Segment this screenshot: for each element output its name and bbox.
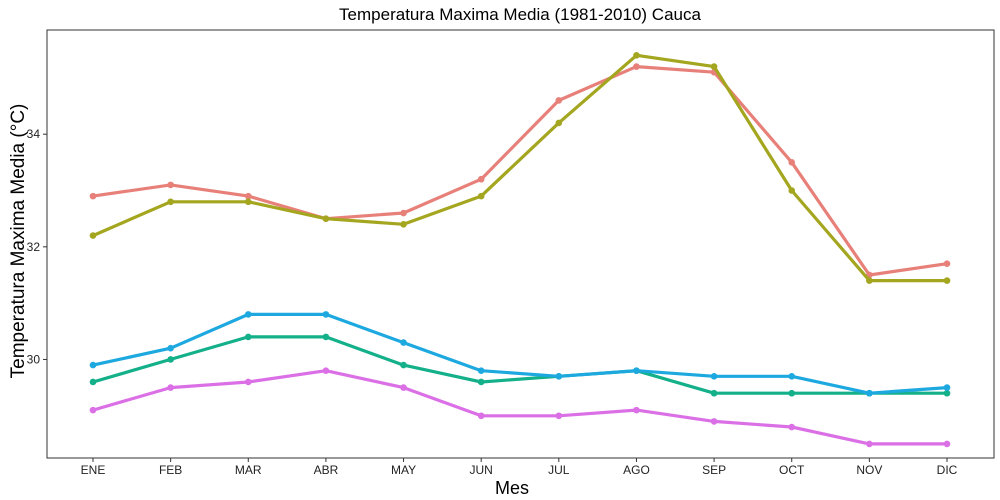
series-4-point xyxy=(943,384,951,391)
series-1-point xyxy=(788,159,796,166)
plot-panel-border xyxy=(46,29,995,459)
series-1-point xyxy=(244,192,252,200)
series-3-point xyxy=(710,389,718,397)
series-2-point xyxy=(167,198,174,206)
series-5-point xyxy=(555,412,563,420)
series-2-point xyxy=(400,220,407,228)
x-tick-label: OCT xyxy=(779,463,805,477)
series-2-point xyxy=(943,277,951,284)
series-5-point xyxy=(943,440,951,448)
series-2-point xyxy=(477,192,485,200)
series-5-point xyxy=(167,384,174,391)
series-2-point xyxy=(866,277,873,284)
series-line-4 xyxy=(91,312,949,395)
series-1-point xyxy=(943,260,951,268)
series-3-point xyxy=(400,361,407,369)
x-tick-label: MAR xyxy=(235,463,262,477)
x-tick-label: JUL xyxy=(548,463,570,477)
series-5-point xyxy=(322,367,330,375)
series-4-point xyxy=(477,367,485,375)
series-2-point xyxy=(555,119,563,127)
x-tick-label: AGO xyxy=(623,463,650,477)
series-3-point xyxy=(788,389,796,397)
series-4-point xyxy=(633,367,640,375)
series-1-point xyxy=(633,63,640,70)
series-1-point xyxy=(167,181,174,189)
series-4-point xyxy=(89,361,97,369)
series-line-1 xyxy=(91,64,949,277)
series-3-point xyxy=(322,333,330,341)
series-1-point xyxy=(555,97,563,104)
x-tick-label: JUN xyxy=(470,463,493,477)
series-2-point xyxy=(710,63,718,70)
series-5-point xyxy=(788,423,796,431)
series-5-point xyxy=(866,440,873,448)
series-4-point xyxy=(167,344,174,352)
series-2-point xyxy=(89,232,97,239)
series-4-point xyxy=(400,339,407,346)
series-5-point xyxy=(244,378,252,386)
series-2-point xyxy=(244,198,252,206)
series-1-point xyxy=(89,192,97,200)
x-tick-label: NOV xyxy=(856,463,882,477)
x-tick-label: ABR xyxy=(314,463,339,477)
plot-area: ENE FEB MAR ABR MAY JUN JUL AGO SEP OCT NOV DIC 30 32… xyxy=(27,29,995,477)
series-1-point xyxy=(477,175,485,183)
x-tick-label: DIC xyxy=(937,463,958,477)
series-4-point xyxy=(788,373,796,380)
series-3-point xyxy=(943,389,951,397)
series-3-point xyxy=(477,378,485,386)
series-line-5 xyxy=(91,369,949,446)
x-tick-label: SEP xyxy=(702,463,726,477)
x-axis-title: Mes xyxy=(495,478,529,498)
chart-title: Temperatura Maxima Media (1981-2010) Cau… xyxy=(339,5,701,24)
y-tick-label: 34 xyxy=(27,127,41,141)
series-5-point xyxy=(400,384,407,391)
series-5-point xyxy=(633,406,640,414)
x-tick-label: FEB xyxy=(159,463,182,477)
x-tick-label: ENE xyxy=(81,463,106,477)
series-4-point xyxy=(555,373,563,380)
series-4-point xyxy=(244,311,252,318)
series-3-point xyxy=(89,378,97,386)
series-2-point xyxy=(788,187,796,194)
y-axis-title: Temperatura Maxima Media (°C) xyxy=(8,104,29,379)
x-tick-label: MAY xyxy=(391,463,416,477)
series-3-point xyxy=(167,356,174,363)
series-line-3 xyxy=(91,335,949,395)
series-2-point xyxy=(322,215,330,222)
series-4-point xyxy=(322,311,330,318)
series-2-point xyxy=(633,52,640,59)
series-5-point xyxy=(710,418,718,425)
series-4-point xyxy=(866,389,873,397)
series-4-point xyxy=(710,373,718,380)
y-tick-label: 30 xyxy=(27,352,41,366)
series-3-point xyxy=(244,333,252,341)
series-5-point xyxy=(477,412,485,420)
y-tick-label: 32 xyxy=(27,240,41,254)
series-1-point xyxy=(400,209,407,217)
series-5-point xyxy=(89,406,97,414)
series-line-2 xyxy=(91,53,949,283)
